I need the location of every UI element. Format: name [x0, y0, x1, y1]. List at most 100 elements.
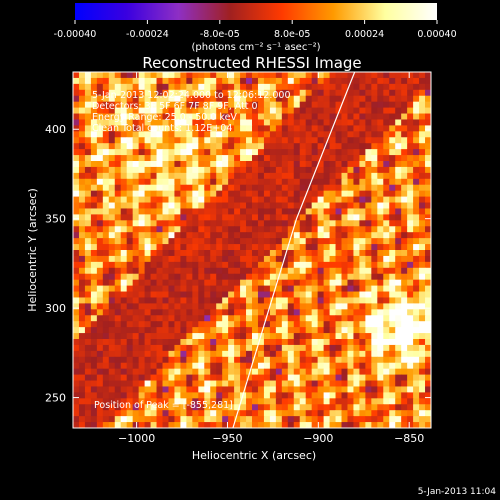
heatmap-cell — [407, 374, 414, 382]
heatmap-cell — [299, 350, 307, 358]
heatmap-cell — [174, 333, 181, 340]
heatmap-cell — [275, 244, 283, 251]
heatmap-cell — [299, 291, 307, 298]
heatmap-cell — [96, 291, 104, 298]
heatmap-cell — [287, 261, 295, 269]
heatmap-cell — [377, 172, 384, 180]
heatmap-cell — [263, 125, 271, 132]
heatmap-cell — [263, 273, 271, 281]
heatmap-cell — [329, 161, 337, 168]
heatmap-cell — [84, 172, 92, 180]
heatmap-cell — [216, 113, 223, 120]
heatmap-cell — [84, 190, 92, 198]
heatmap-cell — [216, 89, 223, 97]
heatmap-cell — [311, 327, 319, 334]
heatmap-cell — [257, 172, 265, 180]
heatmap-cell — [132, 137, 140, 144]
heatmap-cell — [377, 327, 384, 334]
heatmap-cell — [222, 362, 229, 370]
heatmap-cell — [234, 196, 241, 204]
heatmap-cell — [341, 244, 348, 251]
heatmap-cell — [73, 303, 80, 310]
heatmap-cell — [269, 285, 277, 293]
colorbar — [75, 3, 437, 20]
heatmap-cell — [425, 344, 431, 352]
heatmap-cell — [180, 291, 187, 298]
heatmap-cell — [419, 131, 426, 138]
heatmap-cell — [246, 137, 253, 144]
heatmap-cell — [168, 72, 175, 79]
heatmap-cell — [234, 125, 241, 132]
heatmap-cell — [216, 226, 223, 233]
heatmap-cell — [407, 404, 414, 411]
heatmap-cell — [150, 344, 158, 352]
heatmap-cell — [377, 368, 384, 376]
heatmap-cell — [186, 226, 193, 233]
heatmap-cell — [383, 137, 390, 144]
heatmap-cell — [246, 178, 253, 186]
heatmap-cell — [269, 161, 277, 168]
heatmap-cell — [257, 244, 265, 251]
heatmap-cell — [299, 344, 307, 352]
heatmap-cell — [311, 190, 319, 198]
heatmap-cell — [365, 362, 372, 370]
heatmap-cell — [78, 238, 86, 245]
heatmap-cell — [407, 339, 414, 346]
heatmap-cell — [73, 119, 80, 126]
heatmap-cell — [252, 315, 259, 322]
heatmap-cell — [269, 202, 277, 209]
heatmap-cell — [174, 238, 181, 245]
heatmap-cell — [419, 315, 426, 322]
heatmap-cell — [407, 190, 414, 198]
heatmap-cell — [78, 202, 86, 209]
heatmap-cell — [293, 244, 301, 251]
heatmap-cell — [126, 339, 134, 346]
heatmap-cell — [156, 232, 163, 239]
heatmap-cell — [186, 339, 193, 346]
heatmap-cell — [335, 309, 342, 316]
heatmap-cell — [144, 196, 152, 204]
heatmap-cell — [204, 356, 211, 364]
heatmap-cell — [419, 101, 426, 109]
heatmap-cell — [413, 214, 420, 221]
heatmap-cell — [329, 95, 337, 103]
heatmap-cell — [246, 416, 253, 423]
heatmap-cell — [341, 155, 348, 162]
heatmap-cell — [132, 344, 140, 352]
heatmap-cell — [138, 119, 146, 126]
heatmap-cell — [323, 285, 331, 293]
heatmap-cell — [359, 113, 366, 120]
heatmap-cell — [281, 149, 289, 156]
heatmap-cell — [222, 161, 229, 168]
heatmap-cell — [96, 226, 104, 233]
heatmap-cell — [401, 77, 408, 85]
heatmap-cell — [144, 226, 152, 233]
heatmap-cell — [162, 350, 169, 358]
heatmap-cell — [240, 226, 247, 233]
heatmap-cell — [395, 416, 402, 423]
heatmap-cell — [180, 321, 187, 328]
heatmap-cell — [311, 380, 319, 387]
heatmap-cell — [341, 178, 348, 186]
heatmap-cell — [252, 392, 259, 399]
heatmap-cell — [174, 362, 181, 370]
heatmap-cell — [162, 368, 169, 376]
heatmap-cell — [263, 267, 271, 275]
heatmap-cell — [401, 178, 408, 186]
heatmap-cell — [198, 220, 205, 227]
heatmap-cell — [341, 261, 348, 269]
heatmap-cell — [371, 261, 378, 269]
heatmap-cell — [73, 321, 80, 328]
heatmap-cell — [240, 220, 247, 227]
heatmap-cell — [216, 285, 223, 293]
heatmap-cell — [210, 321, 217, 328]
heatmap-cell — [311, 374, 319, 382]
heatmap-cell — [377, 72, 384, 79]
heatmap-cell — [269, 220, 277, 227]
heatmap-cell — [377, 232, 384, 239]
heatmap-cell — [204, 333, 211, 340]
heatmap-cell — [371, 226, 378, 233]
heatmap-cell — [234, 238, 241, 245]
heatmap-cell — [96, 119, 104, 126]
heatmap-cell — [389, 149, 396, 156]
